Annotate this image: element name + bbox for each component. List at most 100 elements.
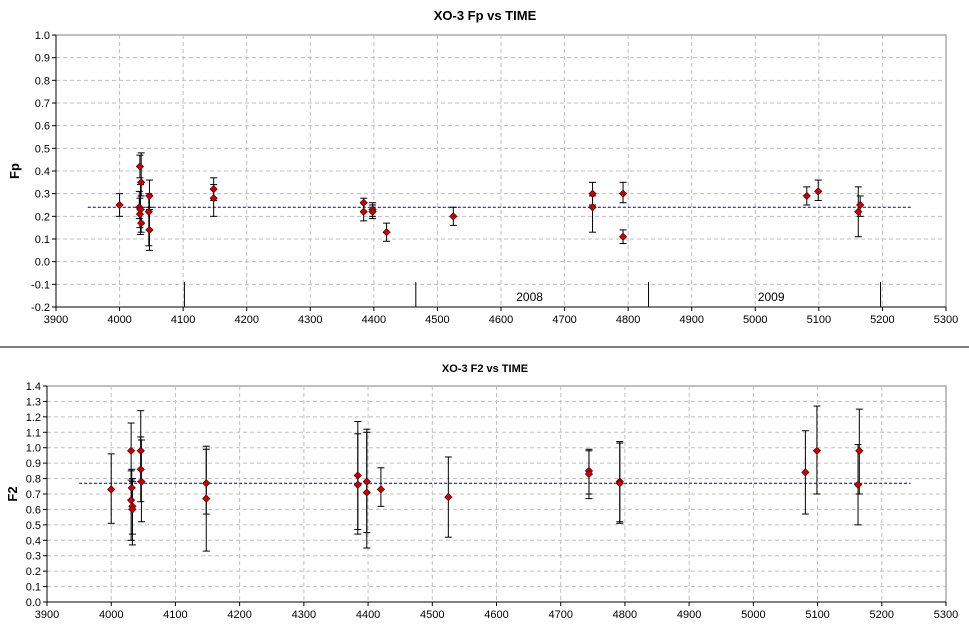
chart-1-x-tick-label: 4200: [234, 314, 258, 326]
chart-1-x-tick-label: 5200: [870, 314, 894, 326]
chart-1-y-tick-label: 0.3: [35, 189, 50, 201]
chart-1-data-point: [382, 228, 391, 237]
chart-1-x-tick-label: 4400: [362, 314, 386, 326]
chart-2-data-point: [128, 505, 137, 514]
chart-2-data-point: [362, 488, 371, 497]
chart-2-data-point: [376, 485, 386, 494]
chart-1-x-tick-label: 4700: [552, 314, 576, 326]
chart-1-data-point: [144, 207, 153, 216]
chart-1-x-tick-label: 5300: [934, 314, 958, 326]
chart-1-x-tick-label: 4300: [298, 314, 322, 326]
chart-1-y-tick-label: 0.0: [35, 257, 50, 269]
chart-1-x-tick-label: 4500: [425, 314, 449, 326]
chart-1-plot-area: 3900 4000 4100 4200 4300 4400 4500 4600 4700 4800…: [31, 30, 958, 326]
chart-1-y-axis-label: Fp: [7, 163, 22, 179]
chart-2-y-axis-label: F2: [5, 486, 20, 501]
chart-2-y-tick-label: 0.0: [26, 597, 41, 609]
chart-2-y-tick-label: 0.5: [26, 520, 41, 532]
chart-1-year-label: 2009: [758, 290, 785, 304]
chart-2-data-point: [127, 446, 136, 455]
chart-1-data-point: [135, 162, 145, 171]
chart-1-year-label: 2008: [516, 290, 543, 304]
chart-1-data-point: [145, 225, 154, 235]
chart-1-x-tick-label: 4600: [489, 314, 513, 326]
chart-1-data-point: [359, 198, 368, 207]
chart-1-data-point: [209, 194, 218, 203]
chart-2-x-tick-label: 4000: [99, 609, 123, 621]
chart-2-data-point: [107, 485, 116, 494]
chart-2-y-tick-label: 1.4: [26, 381, 41, 393]
chart-2-data-point: [801, 468, 810, 477]
chart-1-data-point: [618, 232, 628, 241]
chart-2-y-tick-label: 0.9: [26, 458, 41, 470]
chart-2-data-point: [202, 479, 211, 488]
chart-2-x-tick-label: 5200: [870, 609, 894, 621]
chart-2-x-tick-label: 5100: [805, 609, 829, 621]
chart-1-data-point: [137, 178, 146, 187]
chart-1-data-point: [368, 207, 377, 216]
chart-2-y-tick-label: 0.1: [26, 582, 41, 594]
chart-1-y-tick-label: 0.8: [35, 75, 50, 87]
chart-1-y-tick-label: 1.0: [35, 30, 50, 42]
chart-1-data-point: [449, 212, 458, 221]
chart-1-data-point: [802, 191, 811, 201]
chart-1-x-tick-label: 4000: [107, 314, 131, 326]
chart-1-data-point: [814, 187, 823, 196]
chart-2-y-tick-label: 0.6: [26, 504, 41, 516]
chart-2-x-tick-label: 3900: [35, 609, 59, 621]
chart-2-x-tick-label: 4900: [677, 609, 701, 621]
chart-2-data-point: [136, 446, 145, 455]
chart-1-data-point: [856, 200, 865, 210]
chart-2-data-point: [137, 477, 146, 486]
chart-2-data-point: [855, 446, 864, 455]
chart-2-data-point: [615, 479, 624, 488]
chart-2-plot-area: 3900 4000 4100 4200 4300 4400 4500 4600 4700 4800…: [26, 381, 959, 621]
chart-1-y-tick-label: 0.9: [35, 53, 50, 65]
chart-1-x-tick-label: 4900: [679, 314, 703, 326]
chart-1-data-point: [359, 207, 368, 216]
chart-1-data-point: [854, 207, 863, 216]
chart-2-x-tick-label: 4700: [548, 609, 572, 621]
chart-1-y-tick-label: 0.2: [35, 211, 50, 223]
chart-2-y-tick-label: 0.7: [26, 489, 41, 501]
chart-2-x-tick-label: 4500: [420, 609, 444, 621]
chart-2-data-point: [353, 480, 362, 489]
chart-2-x-tick-label: 5300: [934, 609, 958, 621]
chart-1-data-point: [209, 185, 218, 194]
chart-2-data-point: [812, 446, 822, 455]
chart-2-x-tick-label: 5000: [741, 609, 765, 621]
chart-2-y-tick-label: 0.3: [26, 551, 41, 563]
chart-2-title: XO-3 F2 vs TIME: [442, 363, 528, 375]
chart-2-y-tick-label: 0.8: [26, 474, 41, 486]
chart-2-y-tick-label: 1.2: [26, 412, 41, 424]
chart-1-data-point: [115, 200, 124, 210]
chart-2-x-tick-label: 4400: [356, 609, 380, 621]
chart-2-data-point: [444, 492, 453, 502]
chart-1-data-point: [588, 189, 597, 198]
chart-1-y-tick-label: 0.4: [35, 166, 50, 178]
chart-2-data-point: [202, 494, 211, 503]
chart-1-y-tick-label: 0.6: [35, 121, 50, 133]
chart-1-data-point: [618, 189, 628, 198]
chart-1-x-tick-label: 3900: [44, 314, 68, 326]
chart-1-data-point: [137, 219, 146, 228]
chart-1-data-point: [588, 203, 597, 212]
chart-2-data-point: [853, 480, 863, 489]
chart-2-x-tick-label: 4300: [292, 609, 316, 621]
chart-1-data-point: [145, 191, 154, 201]
chart-1-y-tick-label: -0.2: [31, 302, 50, 314]
chart-2-x-tick-label: 4800: [613, 609, 637, 621]
chart-2-data-point: [353, 471, 362, 480]
chart-2-x-tick-label: 4200: [227, 609, 251, 621]
chart-2-y-tick-label: 0.2: [26, 566, 41, 578]
chart-2-data-point: [584, 469, 594, 479]
chart-1-x-tick-label: 5000: [743, 314, 767, 326]
chart-1-title: XO-3 Fp vs TIME: [434, 8, 537, 23]
chart-1-x-tick-label: 4800: [616, 314, 640, 326]
chart-2-x-tick-label: 4600: [484, 609, 508, 621]
chart-1-y-tick-label: -0.1: [31, 279, 50, 291]
chart-1-y-tick-label: 0.5: [35, 143, 50, 155]
chart-2-y-tick-label: 1.1: [26, 427, 41, 439]
chart-1-x-tick-label: 4100: [171, 314, 195, 326]
